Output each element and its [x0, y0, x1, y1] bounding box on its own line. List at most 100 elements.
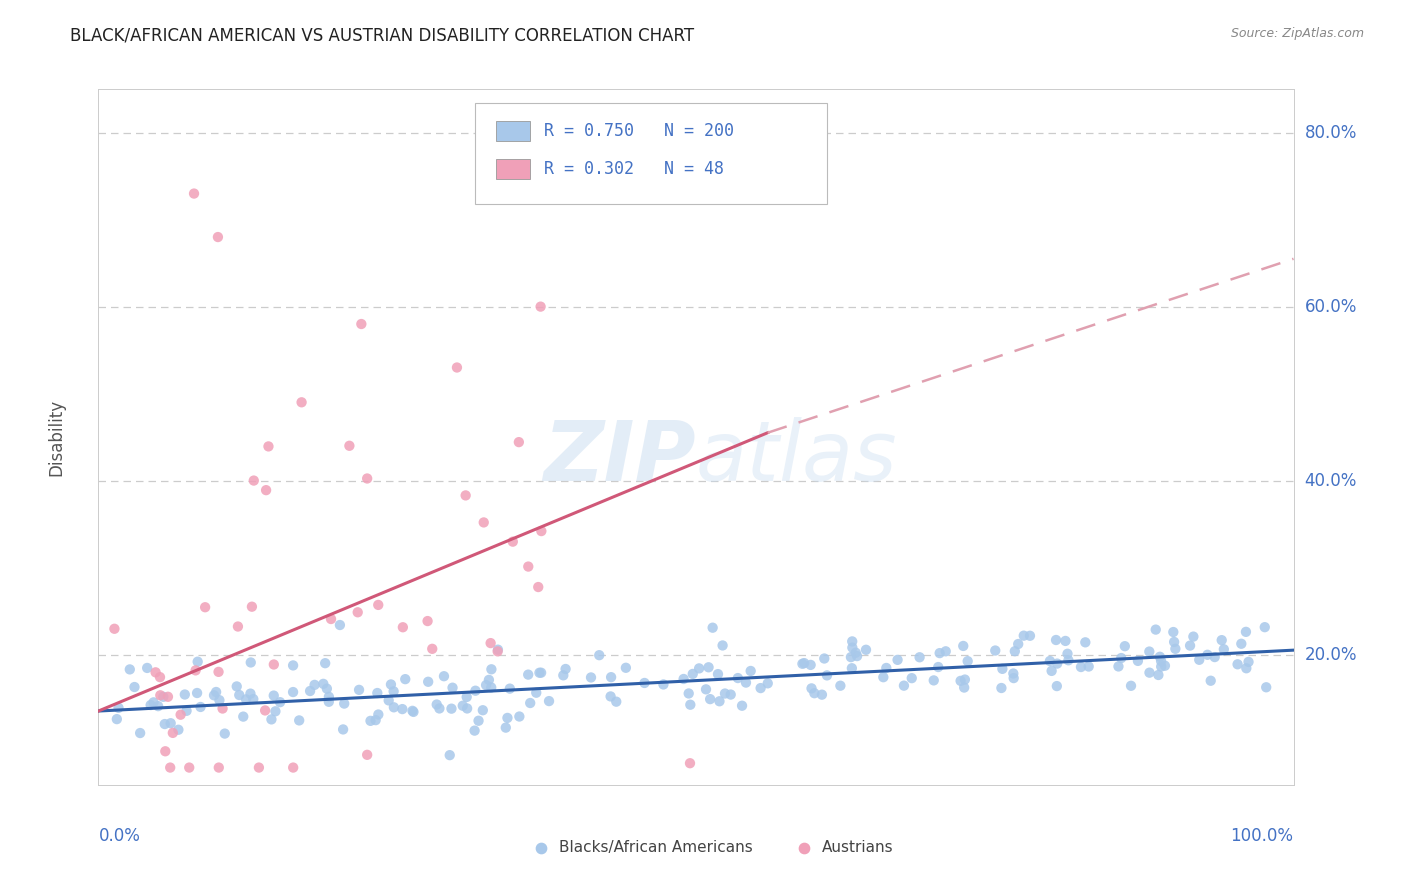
Point — [167, 723, 190, 737]
Point — [841, 634, 863, 648]
Point — [291, 395, 314, 409]
Point — [530, 665, 553, 680]
Point — [208, 693, 231, 707]
Point — [508, 709, 530, 723]
Point — [103, 622, 125, 636]
Point — [367, 707, 389, 722]
Point — [1056, 647, 1078, 661]
Point — [235, 692, 257, 706]
FancyBboxPatch shape — [496, 121, 530, 141]
Point — [499, 681, 522, 696]
Point — [318, 690, 340, 704]
Point — [991, 662, 1014, 676]
Point — [214, 726, 236, 740]
Point — [530, 524, 553, 538]
Point — [187, 655, 209, 669]
Text: R = 0.750   N = 200: R = 0.750 N = 200 — [544, 122, 734, 140]
Point — [517, 559, 540, 574]
Point — [254, 483, 277, 497]
Point — [875, 661, 897, 675]
Text: 80.0%: 80.0% — [1305, 124, 1357, 142]
Point — [846, 649, 869, 664]
Point — [793, 656, 815, 670]
Point — [579, 670, 602, 684]
Point — [1119, 679, 1142, 693]
Point — [451, 698, 474, 713]
Point — [600, 670, 623, 684]
Point — [402, 705, 425, 719]
Point — [339, 439, 361, 453]
Point — [149, 670, 172, 684]
Point — [984, 643, 1007, 657]
Point — [682, 667, 704, 681]
Point — [283, 760, 305, 774]
Point — [456, 690, 478, 704]
Point — [697, 660, 720, 674]
Text: Source: ZipAtlas.com: Source: ZipAtlas.com — [1230, 27, 1364, 40]
Point — [1199, 673, 1222, 688]
Point — [139, 698, 162, 712]
Point — [333, 697, 356, 711]
Point — [1002, 671, 1025, 685]
Point — [159, 760, 181, 774]
Point — [105, 712, 128, 726]
Point — [186, 686, 208, 700]
Point — [478, 673, 501, 687]
Point — [467, 714, 489, 728]
Point — [672, 672, 695, 686]
Text: ZIP: ZIP — [543, 417, 696, 499]
Point — [332, 723, 354, 737]
Point — [886, 653, 908, 667]
Text: BLACK/AFRICAN AMERICAN VS AUSTRIAN DISABILITY CORRELATION CHART: BLACK/AFRICAN AMERICAN VS AUSTRIAN DISAB… — [70, 27, 695, 45]
Point — [481, 662, 503, 676]
Point — [426, 698, 449, 712]
Point — [495, 721, 517, 735]
Point — [841, 661, 863, 675]
Point — [1007, 637, 1029, 651]
Point — [475, 678, 498, 692]
Point — [553, 668, 575, 682]
Point — [1230, 637, 1253, 651]
Point — [1070, 660, 1092, 674]
Point — [257, 439, 280, 453]
Point — [815, 668, 838, 682]
Point — [1163, 635, 1185, 649]
Point — [367, 598, 389, 612]
Point — [1197, 648, 1219, 662]
Point — [479, 681, 502, 695]
Point — [329, 618, 352, 632]
Point — [953, 681, 976, 695]
Point — [508, 435, 530, 450]
Point — [1039, 654, 1062, 668]
Point — [152, 690, 174, 704]
Point — [952, 639, 974, 653]
Point — [1182, 630, 1205, 644]
Point — [707, 667, 730, 681]
Point — [1126, 654, 1149, 668]
Point — [149, 688, 172, 702]
Point — [486, 642, 509, 657]
Point — [554, 662, 576, 676]
Point — [1054, 634, 1077, 648]
Point — [124, 680, 146, 694]
Text: Blacks/African Americans: Blacks/African Americans — [558, 840, 752, 855]
Text: 100.0%: 100.0% — [1230, 827, 1294, 845]
Text: 20.0%: 20.0% — [1305, 646, 1357, 664]
Point — [714, 687, 737, 701]
Point — [194, 600, 217, 615]
Point — [811, 688, 834, 702]
Point — [1237, 655, 1260, 669]
Point — [183, 186, 205, 201]
Point — [1144, 623, 1167, 637]
Point — [153, 717, 176, 731]
Point — [633, 676, 655, 690]
Text: 60.0%: 60.0% — [1305, 298, 1357, 316]
Point — [830, 679, 852, 693]
Point — [1234, 624, 1257, 639]
Point — [429, 701, 451, 715]
Point — [1077, 659, 1099, 673]
Point — [1150, 659, 1173, 673]
Point — [1256, 680, 1278, 694]
Point — [382, 684, 405, 698]
Point — [391, 702, 413, 716]
